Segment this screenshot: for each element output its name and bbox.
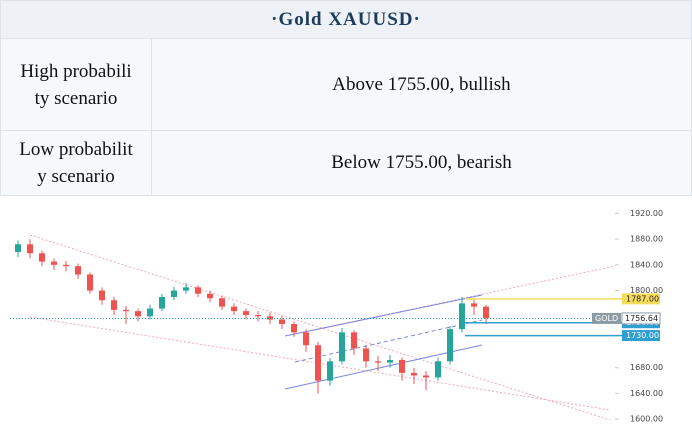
candle-body: [243, 311, 249, 315]
candle-body: [435, 361, 441, 378]
y-tick-label: 1920.00: [630, 209, 663, 218]
last-price-name: GOLD: [595, 314, 618, 323]
level-tag: [622, 330, 660, 342]
candle-body: [27, 244, 33, 254]
candle-body: [291, 324, 297, 333]
candle-body: [99, 290, 105, 301]
candle-body: [315, 345, 321, 381]
candle-body: [339, 332, 345, 362]
level-label: 1787.00: [626, 294, 659, 303]
scenario-table: ·Gold XAUUSD· High probabili ty scenario …: [0, 0, 692, 196]
candle-body: [219, 298, 225, 307]
candle-body: [351, 332, 357, 349]
y-tick-label: 1680.00: [630, 363, 663, 372]
candle-body: [255, 314, 261, 317]
chart: 1600.00 1640.00 1680.00 1800.00 1840.00 1880.…: [10, 205, 690, 434]
candle-body: [75, 266, 81, 275]
candle-body: [39, 253, 45, 262]
scenario-text: Below 1755.00, bearish: [151, 130, 692, 196]
candle-body: [231, 306, 237, 312]
trend-line: [284, 294, 483, 337]
candle-body: [135, 311, 141, 317]
candle-body: [147, 308, 153, 317]
level-label: 1730.00: [626, 331, 659, 340]
candle-body: [327, 361, 333, 381]
y-tick-label: 1600.00: [630, 415, 663, 424]
candle-body: [111, 300, 117, 310]
candle-body: [279, 319, 285, 325]
candle-body: [483, 306, 489, 319]
chart-bg: [10, 205, 690, 434]
label-line: ty scenario: [34, 87, 118, 109]
y-tick-label: 1840.00: [630, 260, 663, 269]
y-tick-label: 1880.00: [630, 235, 663, 244]
candle-body: [399, 360, 405, 373]
candle-body: [363, 348, 369, 362]
last-price-label: 1756.64: [625, 314, 658, 323]
candle-body: [471, 303, 477, 307]
label-line: High probabili: [20, 60, 132, 82]
candle-body: [15, 244, 21, 252]
last-price-name-tag: [592, 312, 621, 324]
candle-body: [195, 287, 201, 294]
level-tag: [622, 293, 660, 305]
label-line: Low probabilit: [19, 139, 133, 160]
candle-body: [63, 264, 69, 267]
candle-body: [387, 360, 393, 363]
candle-body: [459, 303, 465, 330]
candle-body: [267, 316, 273, 320]
candle-body: [123, 309, 129, 312]
scenario-label: High probabili ty scenario: [0, 38, 152, 131]
scenario-label: Low probabilit y scenario: [0, 130, 152, 196]
table-title: ·Gold XAUUSD·: [0, 0, 692, 39]
candle-body: [423, 375, 429, 378]
candle-body: [87, 274, 93, 291]
candle-body: [207, 293, 213, 299]
last-price-tag: [621, 312, 661, 325]
scenario-text: Above 1755.00, bullish: [151, 38, 692, 131]
candle-body: [171, 290, 177, 297]
candle-body: [183, 287, 189, 291]
label-line: y scenario: [37, 166, 115, 187]
y-tick-label: 1640.00: [630, 389, 663, 398]
y-tick-label: 1800.00: [630, 286, 663, 295]
candle-body: [303, 332, 309, 346]
candle-body: [411, 372, 417, 376]
trend-line: [294, 319, 483, 363]
candle-body: [375, 361, 381, 363]
channel-line: [29, 234, 611, 421]
candle-body: [159, 296, 165, 309]
candle-body: [447, 329, 453, 362]
candle-body: [51, 261, 57, 265]
